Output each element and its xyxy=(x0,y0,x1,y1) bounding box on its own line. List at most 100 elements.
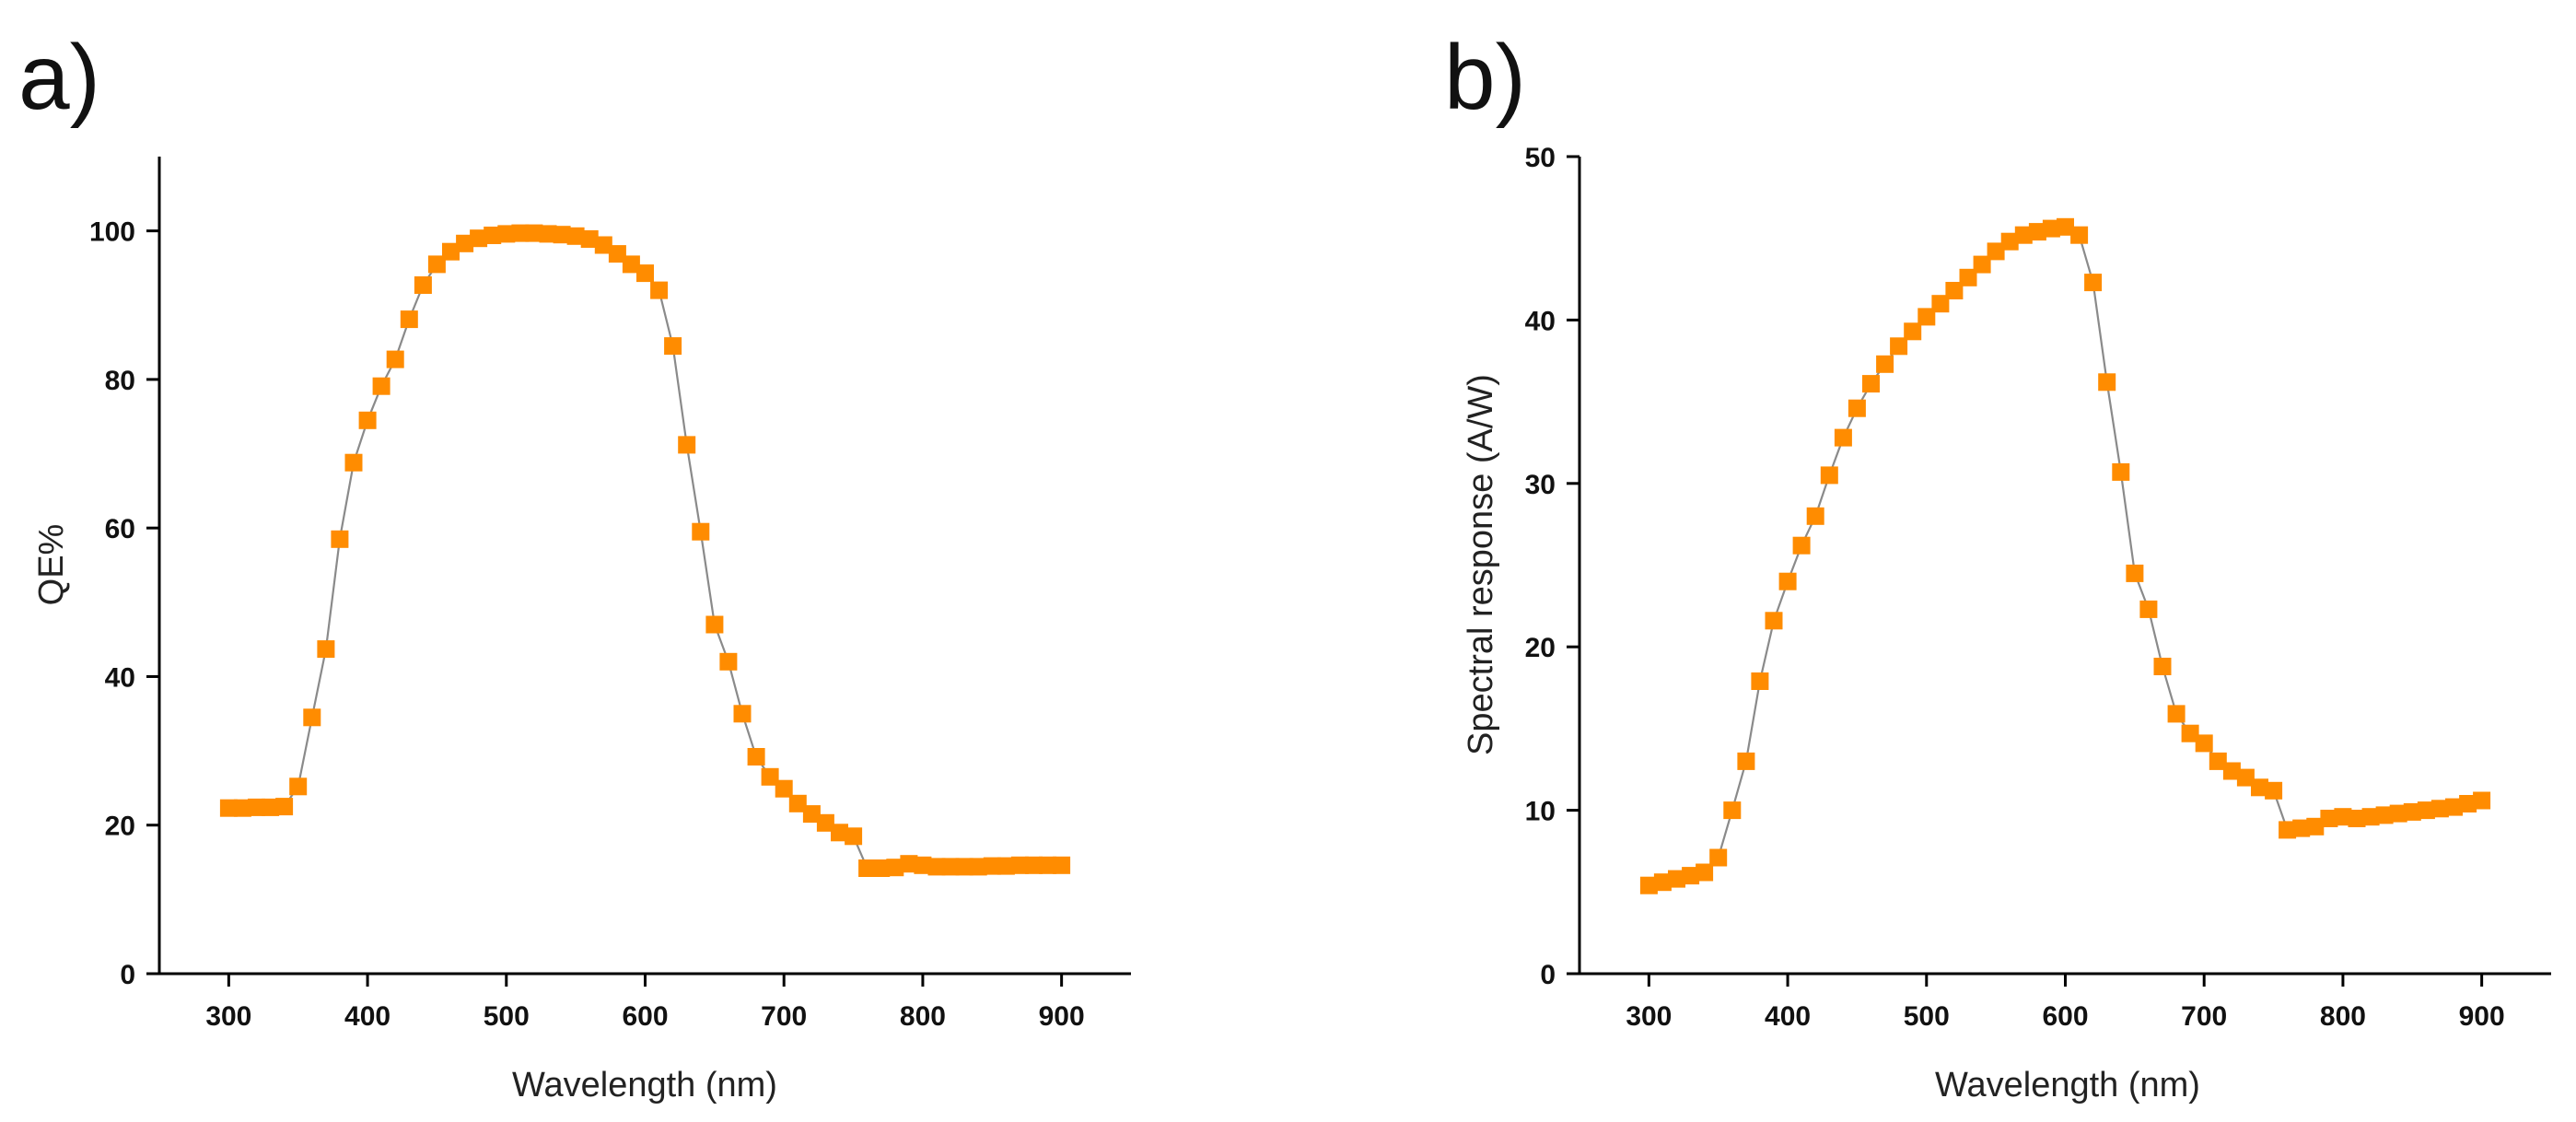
data-point-350 xyxy=(1709,848,1728,867)
data-point-560 xyxy=(580,230,599,248)
y-ticks-a: 0 20 40 60 80 100 xyxy=(89,217,159,990)
y-tick-label-60: 60 xyxy=(105,514,135,544)
data-point-830 xyxy=(2375,806,2394,824)
data-point-490 xyxy=(484,227,502,244)
y-tick-label-0: 0 xyxy=(1540,960,1556,990)
data-point-830 xyxy=(955,858,973,876)
data-point-400 xyxy=(1778,572,1797,590)
data-point-450 xyxy=(427,255,446,274)
data-point-410 xyxy=(1792,536,1811,555)
data-point-490 xyxy=(1904,322,1922,341)
data-point-350 xyxy=(289,777,308,796)
data-point-630 xyxy=(678,436,696,454)
data-point-790 xyxy=(900,855,918,873)
y-tick-label-50: 50 xyxy=(1525,143,1556,173)
data-point-900 xyxy=(2473,791,2491,810)
data-point-660 xyxy=(719,652,738,671)
data-point-710 xyxy=(2209,752,2227,770)
data-point-840 xyxy=(2389,804,2407,823)
chart-panel-a: a) 300 400 500 600 700 800 900 0 20 40 60 80 100 Wa… xyxy=(18,26,1131,1104)
data-point-370 xyxy=(1737,752,1755,770)
data-point-580 xyxy=(2028,223,2046,241)
data-point-470 xyxy=(1876,355,1894,373)
data-point-360 xyxy=(1723,801,1742,820)
data-markers-spectral-response xyxy=(1639,217,2491,894)
data-point-620 xyxy=(664,337,682,356)
x-ticks-a: 300 400 500 600 700 800 900 xyxy=(205,974,1085,1032)
data-point-650 xyxy=(705,615,724,634)
panel-label-b: b) xyxy=(1444,26,1526,129)
data-point-640 xyxy=(2112,462,2130,481)
data-point-740 xyxy=(2251,778,2268,797)
data-point-780 xyxy=(886,859,904,877)
data-point-530 xyxy=(1959,268,1977,286)
x-tick-label-800: 800 xyxy=(900,1001,946,1032)
data-point-530 xyxy=(539,225,557,243)
data-point-540 xyxy=(553,226,571,244)
y-tick-label-40: 40 xyxy=(1525,306,1556,336)
data-point-890 xyxy=(1039,856,1057,874)
data-point-880 xyxy=(1025,856,1043,874)
data-point-310 xyxy=(233,799,251,817)
data-point-380 xyxy=(331,530,349,548)
data-point-720 xyxy=(802,805,821,824)
series-line-spectral-response xyxy=(1649,226,2482,887)
data-point-570 xyxy=(2014,226,2033,244)
data-point-460 xyxy=(442,242,460,261)
y-tick-label-30: 30 xyxy=(1525,470,1556,500)
y-tick-label-80: 80 xyxy=(105,366,135,396)
data-point-580 xyxy=(608,245,626,263)
y-tick-label-10: 10 xyxy=(1525,797,1556,827)
data-point-650 xyxy=(2126,564,2144,582)
data-point-800 xyxy=(2334,808,2352,826)
data-point-390 xyxy=(344,453,363,472)
data-point-710 xyxy=(788,794,807,812)
data-point-890 xyxy=(2459,795,2477,812)
data-point-680 xyxy=(747,748,765,766)
x-tick-label-300: 300 xyxy=(1626,1001,1672,1032)
data-point-450 xyxy=(1847,399,1866,417)
data-point-430 xyxy=(400,310,418,329)
data-point-640 xyxy=(692,522,710,541)
data-point-770 xyxy=(872,859,891,877)
data-point-430 xyxy=(1820,466,1838,485)
data-point-550 xyxy=(1987,242,2005,261)
x-tick-label-900: 900 xyxy=(2459,1001,2505,1032)
y-tick-label-20: 20 xyxy=(105,812,135,842)
x-tick-label-500: 500 xyxy=(484,1001,530,1032)
data-point-770 xyxy=(2292,819,2311,837)
data-point-320 xyxy=(1668,870,1685,888)
data-point-600 xyxy=(636,264,654,283)
data-point-610 xyxy=(650,281,669,299)
x-tick-label-600: 600 xyxy=(622,1001,668,1032)
data-point-750 xyxy=(845,827,863,846)
data-point-660 xyxy=(2139,600,2158,618)
data-point-760 xyxy=(858,859,877,877)
data-point-900 xyxy=(1053,856,1071,874)
data-point-780 xyxy=(2306,817,2325,836)
x-tick-label-400: 400 xyxy=(1765,1001,1811,1032)
data-point-440 xyxy=(414,276,432,294)
data-point-810 xyxy=(2348,810,2366,827)
y-axis-title-a: QE% xyxy=(32,524,71,606)
data-point-390 xyxy=(1765,612,1783,630)
data-point-810 xyxy=(927,858,946,876)
series-line-qe xyxy=(228,232,1062,870)
data-point-800 xyxy=(914,856,932,874)
data-point-590 xyxy=(622,255,640,274)
data-point-480 xyxy=(1890,337,1908,356)
x-ticks-b: 300 400 500 600 700 800 900 xyxy=(1626,974,2505,1032)
data-point-820 xyxy=(941,858,960,876)
data-point-860 xyxy=(2417,801,2435,820)
data-point-380 xyxy=(1751,672,1769,690)
data-point-700 xyxy=(775,779,793,798)
data-point-560 xyxy=(2000,232,2019,251)
x-axis-title-b: Wavelength (nm) xyxy=(1935,1066,2200,1104)
y-tick-label-20: 20 xyxy=(1525,633,1556,663)
y-ticks-b: 0 10 20 30 40 50 xyxy=(1525,143,1579,990)
data-point-730 xyxy=(816,813,834,832)
y-tick-label-0: 0 xyxy=(120,960,135,990)
data-point-320 xyxy=(248,798,265,816)
data-point-720 xyxy=(2222,762,2241,780)
